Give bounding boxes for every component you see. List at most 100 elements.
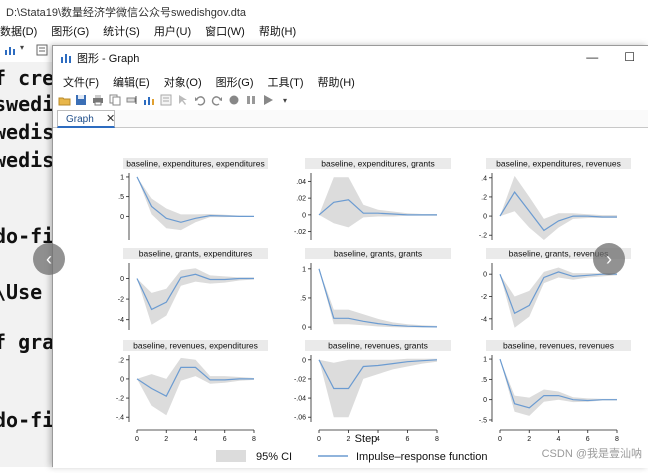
y-tick-label: 0: [302, 325, 306, 332]
y-tick-label: -4: [118, 317, 124, 324]
y-tick-label: .4: [481, 175, 487, 182]
panel-title: baseline, expenditures, expenditures: [126, 159, 264, 169]
x-tick-label: 0: [135, 436, 139, 443]
record-icon[interactable]: [227, 93, 241, 107]
panel-title: baseline, grants, grants: [334, 249, 422, 259]
legend-irf-label: Impulse–response function: [356, 451, 487, 463]
panel-title: baseline, revenues, expenditures: [133, 341, 258, 351]
close-icon[interactable]: ✕: [106, 112, 115, 125]
panel-title: baseline, grants, expenditures: [139, 249, 252, 259]
save-icon[interactable]: [74, 93, 88, 107]
pause-icon[interactable]: [244, 93, 258, 107]
rename-icon[interactable]: [125, 93, 139, 107]
y-tick-label: 1: [120, 174, 124, 181]
stata-menu-user[interactable]: 用户(U): [154, 23, 191, 40]
stata-title-bar: D:\Stata19\数量经济学微信公众号swedishgov.dta: [0, 0, 648, 20]
y-tick-label: 1: [483, 357, 487, 364]
open-icon[interactable]: [57, 93, 71, 107]
results-line: wedis: [0, 120, 54, 144]
print-icon[interactable]: [91, 93, 105, 107]
stata-menubar: 数据(D) 图形(G) 统计(S) 用户(U) 窗口(W) 帮助(H): [0, 20, 648, 40]
play-icon[interactable]: [261, 93, 275, 107]
stata-menu-window[interactable]: 窗口(W): [205, 23, 245, 40]
stata-menu-help[interactable]: 帮助(H): [259, 23, 296, 40]
graph-app-icon: [60, 52, 72, 64]
next-image-button[interactable]: ›: [593, 243, 625, 275]
graph-menu-graph[interactable]: 图形(G): [216, 74, 254, 90]
minimize-button[interactable]: —: [586, 50, 598, 64]
results-line: wedis: [0, 148, 54, 172]
ci-band: [500, 359, 617, 416]
graph-menu-object[interactable]: 对象(O): [164, 74, 202, 90]
ci-band: [500, 268, 617, 328]
y-tick-label: 0: [483, 397, 487, 404]
stata-menu-graphics[interactable]: 图形(G): [51, 23, 89, 40]
graph-menu-tools[interactable]: 工具(T): [268, 74, 304, 90]
undo-icon[interactable]: [193, 93, 207, 107]
y-tick-label: 0: [302, 212, 306, 219]
tab-graph-label: Graph: [66, 114, 94, 125]
panel-title: baseline, expenditures, grants: [321, 159, 434, 169]
results-line: \Use: [0, 280, 42, 304]
graph-menu-file[interactable]: 文件(F): [63, 74, 99, 90]
redo-icon[interactable]: [210, 93, 224, 107]
y-tick-label: -.02: [294, 229, 306, 236]
x-tick-label: 8: [615, 436, 619, 443]
chevron-down-icon[interactable]: ▾: [20, 43, 32, 55]
y-tick-label: .2: [481, 194, 487, 201]
tab-graph[interactable]: Graph ✕: [57, 110, 115, 128]
results-line: do-fi: [0, 408, 54, 432]
x-tick-label: 2: [347, 436, 351, 443]
stata-menu-statistics[interactable]: 统计(S): [103, 23, 140, 40]
panel-title: baseline, revenues, grants: [328, 341, 428, 351]
x-tick-label: 6: [223, 436, 227, 443]
y-tick-label: 0: [302, 357, 306, 364]
ci-band: [137, 358, 254, 415]
y-tick-label: .5: [300, 295, 306, 302]
ci-band: [137, 268, 254, 325]
watermark: CSDN @我是壹汕呐: [542, 445, 642, 461]
y-tick-label: 0: [120, 276, 124, 283]
copy-icon[interactable]: [108, 93, 122, 107]
viewer-icon[interactable]: [36, 43, 48, 55]
graph-icon[interactable]: [4, 43, 16, 55]
y-tick-label: .2: [118, 357, 124, 364]
y-tick-label: -.5: [479, 417, 487, 424]
x-tick-label: 6: [406, 436, 410, 443]
y-tick-label: -.04: [294, 396, 306, 403]
ci-band: [500, 176, 617, 240]
chevron-down-icon[interactable]: ▾: [278, 93, 292, 107]
y-tick-label: -.2: [116, 396, 124, 403]
y-tick-label: -.2: [479, 233, 487, 240]
y-tick-label: -.06: [294, 415, 306, 422]
x-tick-label: 6: [586, 436, 590, 443]
y-tick-label: -.4: [116, 415, 124, 422]
stata-menu-data[interactable]: 数据(D): [0, 23, 37, 40]
maximize-button[interactable]: ☐: [624, 50, 635, 64]
y-tick-label: .5: [481, 377, 487, 384]
pointer-icon[interactable]: [176, 93, 190, 107]
y-tick-label: 1: [302, 266, 306, 273]
x-tick-label: 0: [317, 436, 321, 443]
y-tick-label: -2: [481, 294, 487, 301]
results-line: f crea: [0, 66, 60, 90]
graph-pane: baseline, expenditures, expenditures 0 .5 1…: [53, 128, 648, 468]
x-tick-label: 4: [557, 436, 561, 443]
graph-menubar: 文件(F) 编辑(E) 对象(O) 图形(G) 工具(T) 帮助(H): [53, 70, 648, 90]
x-tick-label: 2: [164, 436, 168, 443]
object-browser-icon[interactable]: [159, 93, 173, 107]
x-tick-label: 2: [527, 436, 531, 443]
y-tick-label: .04: [296, 179, 306, 186]
graph-editor-icon[interactable]: [142, 93, 156, 107]
y-tick-label: .5: [118, 194, 124, 201]
graph-menu-help[interactable]: 帮助(H): [318, 74, 355, 90]
y-tick-label: -.02: [294, 376, 306, 383]
previous-image-button[interactable]: ‹: [33, 243, 65, 275]
x-tick-label: 8: [252, 436, 256, 443]
graph-menu-edit[interactable]: 编辑(E): [113, 74, 150, 90]
irf-line: [319, 269, 437, 327]
x-tick-label: 4: [194, 436, 198, 443]
graph-toolbar: ▾: [53, 90, 648, 110]
x-tick-label: 8: [435, 436, 439, 443]
graph-window-title: 图形 - Graph: [77, 50, 139, 66]
